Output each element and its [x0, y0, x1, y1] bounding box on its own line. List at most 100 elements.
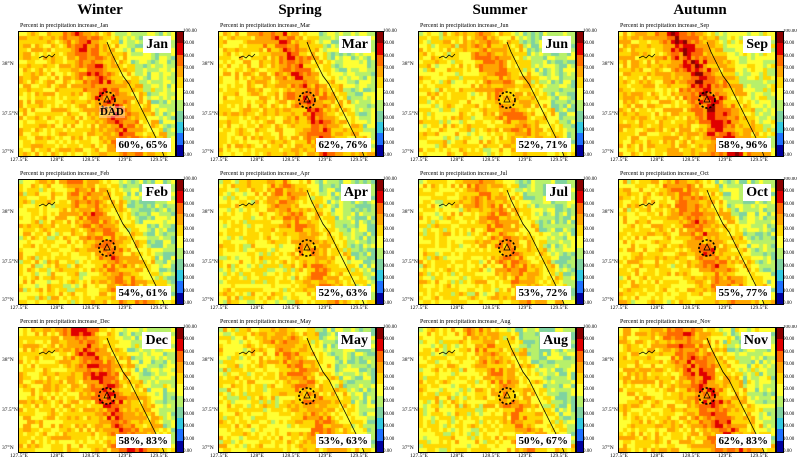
colorbar-tick-label: 40.00: [183, 251, 195, 257]
colorbar-swatch: [177, 406, 183, 419]
colorbar-swatch: [577, 292, 583, 304]
lon-tick-129-5: 129.5°E: [350, 453, 368, 459]
colorbar-swatch: [577, 133, 583, 145]
colorbar-swatch: [377, 406, 383, 419]
colorbar-tick-label: 60.00: [783, 374, 795, 380]
colorbar-tick-label: 30.00: [183, 411, 195, 417]
colorbar-swatch: [377, 213, 383, 226]
colorbar-swatch: [377, 65, 383, 78]
map-panel: Percent in precipitation increase_Jun Ju…: [400, 20, 600, 168]
colorbar-swatch: [577, 180, 583, 192]
colorbar-swatch: [777, 133, 783, 145]
lon-tick-128-5: 128.5°E: [282, 157, 300, 163]
lat-tick-37-5: 37.5°N: [402, 259, 418, 265]
lat-tick-38: 38°N: [2, 357, 14, 363]
colorbar-tick-label: 40.00: [783, 103, 795, 109]
colorbar-tick-label: 100.00: [383, 29, 397, 34]
map-frame: Aug 50%, 67%: [418, 327, 576, 453]
map-frame: Apr 52%, 63%: [218, 179, 376, 305]
river: [38, 53, 56, 59]
colorbar-tick-label: 90.00: [183, 41, 195, 47]
colorbar-tick-label: 30.00: [583, 411, 595, 417]
lat-tick-37: 37°N: [202, 445, 214, 451]
colorbar-tick-label: 60.00: [383, 226, 395, 232]
colorbar-swatch: [177, 247, 183, 259]
lon-tick-128: 128°E: [450, 305, 464, 311]
lat-tick-37: 37°N: [202, 149, 214, 155]
map-frame: Feb 54%, 61%: [18, 179, 176, 305]
colorbar-swatch: [577, 429, 583, 441]
colorbar-tick-label: 70.00: [783, 66, 795, 72]
colorbar-swatch: [177, 32, 183, 44]
lat-tick-37-5: 37.5°N: [202, 111, 218, 117]
lat-tick-37-5: 37.5°N: [202, 407, 218, 413]
map-panel: Percent in precipitation increase_Mar Ma…: [200, 20, 400, 168]
colorbar-swatch: [377, 122, 383, 134]
map-frame: Jun 52%, 71%: [418, 31, 576, 157]
colorbar-swatch: [177, 122, 183, 134]
colorbar-tick-label: 100.00: [783, 177, 797, 182]
map-overlay: [638, 337, 765, 452]
colorbar-swatch: [377, 236, 383, 248]
colorbar-swatch: [177, 328, 183, 340]
lat-tick-37: 37°N: [402, 297, 414, 303]
lon-tick-128-5: 128.5°E: [282, 305, 300, 311]
coastline: [706, 337, 765, 452]
colorbar-swatch: [777, 213, 783, 226]
lat-tick-38: 38°N: [402, 61, 414, 67]
colorbar-tick-label: 50.00: [583, 91, 595, 96]
colorbar-swatch: [777, 429, 783, 441]
colorbar-tick-label: 60.00: [583, 78, 595, 84]
colorbar-swatch: [777, 54, 783, 66]
colorbar-swatch: [177, 191, 183, 203]
lon-tick-128-5: 128.5°E: [282, 453, 300, 459]
lon-tick-128: 128°E: [450, 157, 464, 163]
map-frame: May 53%, 63%: [218, 327, 376, 453]
colorbar-tick-label: 50.00: [783, 91, 795, 96]
colorbar-tick-label: 10.00: [183, 140, 195, 146]
colorbar-swatch: [377, 54, 383, 66]
colorbar-swatch: [177, 144, 183, 156]
river: [438, 201, 456, 207]
dad-site-triangle-icon: [103, 243, 111, 251]
colorbar-tick-label: 20.00: [183, 128, 195, 134]
colorbar-swatch: [377, 133, 383, 145]
lon-tick-129-5: 129.5°E: [550, 453, 568, 459]
colorbar-tick-label: 30.00: [783, 411, 795, 417]
colorbar-tick-label: 40.00: [383, 103, 395, 109]
colorbar-swatch: [377, 418, 383, 430]
colorbar-tick-label: 20.00: [783, 424, 795, 430]
colorbar-tick-label: 60.00: [183, 374, 195, 380]
colorbar-swatch: [177, 258, 183, 271]
stats-label: 53%, 63%: [315, 434, 371, 448]
colorbar-tick-label: 20.00: [583, 128, 595, 134]
colorbar-swatch: [777, 384, 783, 396]
colorbar-tick-label: 30.00: [383, 411, 395, 417]
lat-tick-37: 37°N: [402, 149, 414, 155]
colorbar-tick-label: 70.00: [583, 214, 595, 220]
lon-tick-127-5: 127.5°E: [10, 157, 28, 163]
colorbar-swatch: [577, 418, 583, 430]
colorbar-swatch: [377, 202, 383, 214]
colorbar-swatch: [777, 191, 783, 203]
colorbar-swatch: [377, 88, 383, 100]
colorbar-tick-label: 90.00: [383, 41, 395, 47]
lat-tick-37: 37°N: [402, 445, 414, 451]
lon-tick-129: 129°E: [518, 305, 532, 311]
map-overlay: [38, 41, 165, 156]
colorbar-tick-label: 80.00: [183, 349, 195, 355]
coastline: [506, 189, 565, 304]
colorbar-swatch: [177, 292, 183, 304]
colorbar-tick-label: 30.00: [583, 115, 595, 121]
colorbar-tick-label: 80.00: [783, 349, 795, 355]
lat-tick-37: 37°N: [2, 445, 14, 451]
colorbar-swatch: [777, 77, 783, 89]
colorbar-swatch: [377, 328, 383, 340]
colorbar-swatch: [377, 429, 383, 441]
map-panel: Percent in precipitation increase_May Ma…: [200, 316, 400, 464]
colorbar-tick-label: 80.00: [783, 201, 795, 207]
colorbar-tick-label: 30.00: [183, 115, 195, 121]
colorbar-swatch: [177, 110, 183, 123]
dad-site-marker-ring: [698, 91, 716, 109]
colorbar-swatch: [377, 440, 383, 452]
